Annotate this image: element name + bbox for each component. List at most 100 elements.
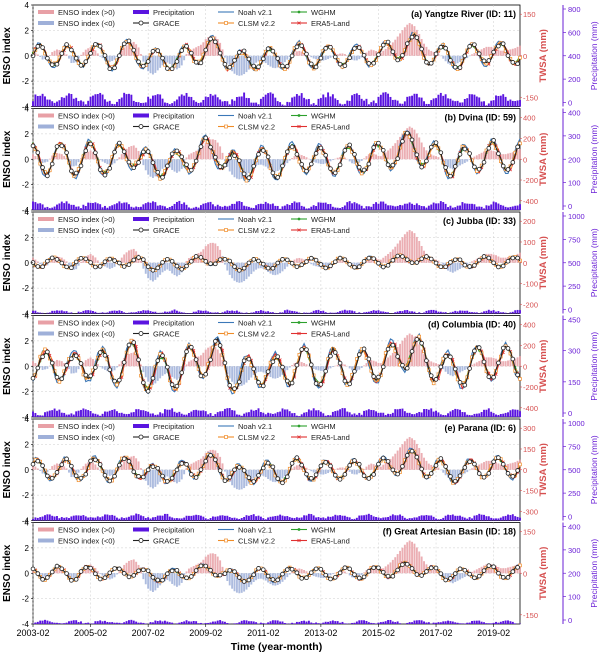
precip-bar	[353, 93, 356, 107]
grace-point	[280, 163, 285, 169]
enso-bar	[116, 573, 118, 575]
precip-bar	[178, 518, 181, 521]
legend-enso-pos-swatch	[38, 424, 54, 428]
enso-bar	[502, 154, 505, 160]
precip-tick-label: 200	[568, 155, 581, 164]
enso-bar	[228, 55, 231, 68]
precip-bar	[286, 409, 289, 417]
grace-point	[49, 475, 55, 481]
enso-bar	[490, 253, 493, 263]
precip-bar	[483, 514, 485, 521]
enso-bar	[331, 159, 334, 161]
enso-bar	[351, 159, 354, 164]
grace-point	[318, 262, 324, 267]
enso-bar	[159, 159, 162, 172]
enso-bar	[377, 362, 380, 367]
legend-enso-pos-swatch	[38, 10, 54, 14]
enso-bar	[310, 55, 313, 58]
precip-bar	[166, 102, 169, 107]
precip-bar	[411, 518, 413, 521]
enso-bar	[223, 159, 226, 162]
grace-point	[323, 265, 328, 271]
precip-bar	[137, 311, 140, 314]
enso-bar	[363, 572, 366, 574]
enso-bar	[394, 246, 397, 263]
enso-bar	[140, 571, 142, 574]
precip-bar	[41, 516, 44, 521]
grace-point	[83, 148, 89, 154]
precip-bar	[231, 203, 234, 210]
precip-bar	[192, 621, 195, 624]
precip-bar	[367, 104, 370, 107]
precip-bar	[207, 622, 210, 624]
enso-bar	[509, 256, 512, 263]
precip-bar	[475, 206, 478, 210]
enso-bar	[259, 366, 262, 372]
grace-point	[208, 144, 213, 150]
precip-bar	[346, 411, 349, 417]
enso-bar	[355, 366, 358, 371]
enso-bar	[341, 363, 344, 367]
precip-bar	[430, 100, 433, 107]
enso-bar	[111, 573, 114, 579]
enso-bar	[406, 24, 409, 56]
precip-bar	[192, 515, 195, 521]
enso-bar	[48, 469, 51, 470]
precip-bar	[435, 410, 437, 417]
enso-bar	[84, 153, 87, 160]
precip-bar	[51, 515, 54, 521]
precip-bar	[99, 204, 102, 210]
grace-point	[97, 462, 103, 467]
enso-bar	[487, 357, 490, 367]
precip-bar	[238, 96, 241, 107]
enso-bar	[161, 159, 164, 169]
grace-point	[184, 349, 189, 354]
enso-bar	[219, 42, 222, 56]
legend-noah-label: Noah v2.1	[238, 8, 272, 17]
precip-bar	[123, 413, 126, 417]
precip-bar	[471, 312, 473, 314]
precip-bar	[420, 515, 423, 521]
grace-point	[443, 165, 448, 170]
grace-point	[261, 261, 266, 267]
enso-bar	[288, 366, 291, 368]
grace-point	[380, 455, 386, 461]
precip-bar	[264, 201, 267, 210]
grace-point	[165, 479, 170, 484]
precip-bar	[48, 312, 51, 314]
precip-bar	[178, 200, 181, 210]
enso-bar	[281, 573, 284, 582]
enso-bar	[499, 361, 502, 367]
precip-bar	[341, 408, 344, 417]
grace-point	[217, 257, 223, 262]
grace-point	[165, 66, 170, 71]
precip-bar	[444, 415, 447, 417]
precip-bar	[293, 201, 296, 210]
enso-bar	[483, 462, 485, 470]
grace-point	[500, 163, 506, 169]
precip-bar	[447, 620, 449, 624]
precip-bar	[291, 622, 294, 624]
enso-bar	[87, 48, 90, 56]
precip-bar	[116, 622, 118, 624]
enso-bar	[415, 133, 418, 160]
precip-bar	[514, 310, 517, 314]
precip-bar	[36, 312, 39, 314]
precip-bar	[442, 517, 445, 521]
precip-bar	[204, 310, 207, 314]
enso-bar	[235, 366, 238, 386]
precip-bar	[499, 621, 502, 624]
enso-bar	[319, 573, 322, 578]
precip-bar	[507, 100, 509, 107]
enso-bar	[116, 159, 118, 161]
precip-bar	[202, 203, 205, 210]
enso-tick-label: 0	[25, 362, 30, 371]
precip-bar	[41, 620, 44, 624]
enso-bar	[379, 156, 382, 160]
enso-bar	[94, 50, 97, 56]
precip-bar	[262, 203, 265, 210]
precip-bar	[456, 311, 459, 314]
precip-bar	[178, 622, 181, 624]
enso-bar	[293, 52, 296, 56]
precip-bar	[120, 623, 123, 624]
